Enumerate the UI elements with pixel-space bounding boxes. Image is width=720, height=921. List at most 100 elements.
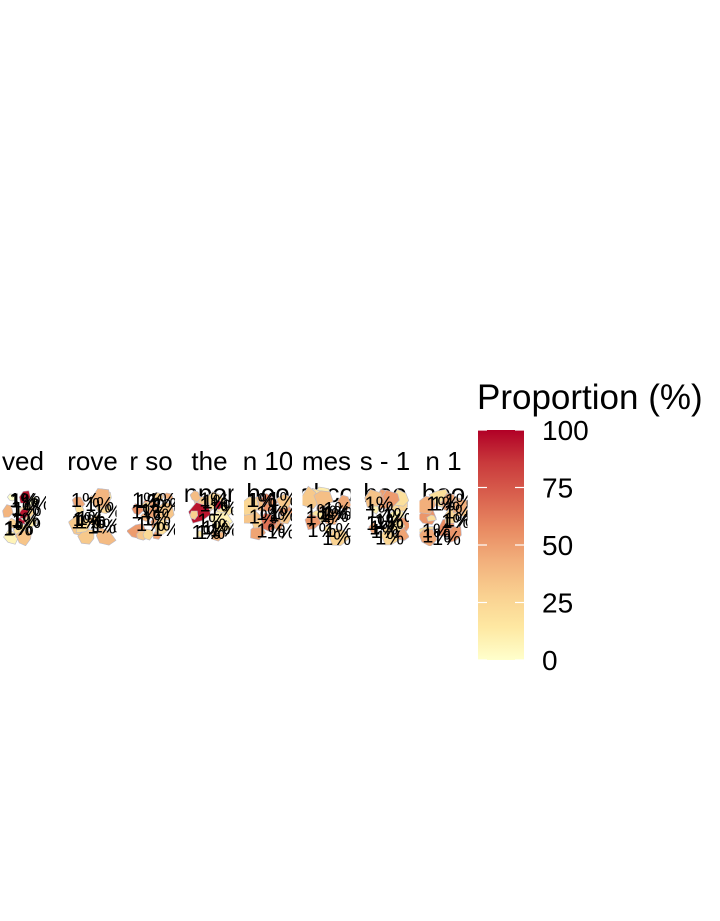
region-value-label: 1% [383, 505, 412, 527]
map-region [321, 509, 339, 526]
map-region [215, 518, 232, 533]
region-value-label: 1% [367, 501, 396, 523]
region-value-label: 1% [87, 517, 116, 539]
region-value-label: 1% [267, 521, 296, 543]
region-value-label: 1% [323, 499, 352, 521]
legend-title: Proportion (%) [477, 378, 703, 417]
region-value-label: 1% [318, 503, 347, 525]
region-value-label: 1% [306, 507, 335, 529]
region-value-label: 1% [375, 527, 404, 549]
map-region [154, 501, 175, 521]
map-region [18, 490, 31, 504]
facet-panels: ved1%1%1%1%1%1%1%1%1%rove1%1%1%1%1%1%1%1… [2, 446, 474, 550]
map-region [380, 526, 400, 546]
map-region [442, 493, 456, 507]
map-region [337, 494, 351, 511]
map-region [244, 496, 260, 516]
map-region [140, 513, 151, 522]
region-value-label: 1% [73, 509, 102, 531]
region-value-label: 1% [152, 496, 181, 518]
region-value-label: 1% [249, 507, 278, 529]
region-value-label: 1% [375, 510, 404, 532]
region-value-label: 1% [71, 490, 100, 512]
region-value-label: 1% [92, 516, 121, 538]
facet-title: mes [302, 446, 351, 476]
region-value-label: 1% [268, 489, 297, 511]
map-region [447, 526, 462, 543]
map-region [214, 499, 224, 511]
region-value-label: 1% [307, 520, 336, 542]
map-region [189, 490, 201, 503]
region-value-label: 1% [142, 509, 171, 531]
map-region [426, 514, 437, 522]
facet-panel: s - 1hoo1%1%1%1%1%1%1%1%1% [360, 446, 412, 549]
map-region [419, 528, 438, 546]
region-value-label: 1% [71, 512, 100, 534]
region-value-label: 1% [136, 514, 165, 536]
region-value-label: 1% [371, 521, 400, 543]
map-region [382, 489, 400, 508]
legend-ticks: 0 25 50 75 100 [478, 415, 589, 676]
map-region [262, 503, 272, 512]
region-value-label: 1% [22, 493, 51, 515]
region-value-label: 1% [256, 503, 285, 525]
map-region [387, 518, 406, 532]
region-value-label: 1% [5, 518, 34, 540]
map-region [452, 498, 468, 514]
map-region [323, 525, 334, 536]
region-value-label: 1% [426, 493, 455, 515]
facet-title: s - 1 [360, 446, 411, 476]
region-value-label: 1% [422, 526, 451, 548]
legend-tick-label: 0 [542, 645, 558, 676]
map-region [329, 528, 350, 546]
region-value-label: 1% [306, 501, 335, 523]
map-region [19, 508, 29, 520]
map-region [313, 490, 334, 508]
map-region [370, 505, 380, 515]
region-value-label: 1% [76, 512, 105, 534]
map-region [196, 530, 205, 538]
region-value-label: 1% [322, 528, 351, 550]
region-value-label: 1% [210, 520, 239, 542]
map-region [302, 485, 320, 510]
region-value-label: 1% [248, 490, 277, 512]
legend-tick-label: 25 [542, 588, 573, 619]
map-region [419, 495, 436, 515]
region-value-label: 1% [441, 511, 470, 533]
region-value-label: 1% [246, 490, 275, 512]
region-value-label: 1% [366, 513, 395, 535]
facet-panel: r so1%1%1%1%1%1%1%1%1% [127, 446, 181, 541]
map-region [189, 510, 199, 520]
legend-tick-label: 75 [542, 473, 573, 504]
region-value-label: 1% [11, 509, 40, 531]
region-value-label: 1% [202, 517, 231, 539]
region-value-label: 1% [202, 492, 231, 514]
map-region [26, 496, 37, 506]
map-region [15, 529, 32, 546]
map-region [131, 503, 145, 516]
region-value-label: 1% [445, 491, 474, 513]
map-region [75, 517, 90, 534]
map-region [2, 504, 14, 518]
map-region [92, 488, 111, 509]
facet-title: n 10 [243, 446, 294, 476]
region-value-label: 1% [323, 503, 352, 525]
map-region [7, 493, 18, 502]
region-value-label: 1% [422, 521, 451, 543]
region-value-label: 1% [9, 490, 38, 512]
region-value-label: 1% [431, 493, 460, 515]
region-value-label: 1% [444, 510, 473, 532]
region-value-label: 1% [197, 511, 226, 533]
facet-title: rove [67, 446, 118, 476]
region-value-label: 1% [85, 494, 114, 516]
map-region [153, 492, 164, 503]
region-value-label: 1% [13, 499, 42, 521]
region-value-label: 1% [12, 511, 41, 533]
region-value-label: 1% [324, 520, 353, 542]
facet-panel: n 1hoo1%1%1%1%1%1%1%1%1% [419, 446, 474, 548]
region-value-label: 1% [140, 501, 169, 523]
